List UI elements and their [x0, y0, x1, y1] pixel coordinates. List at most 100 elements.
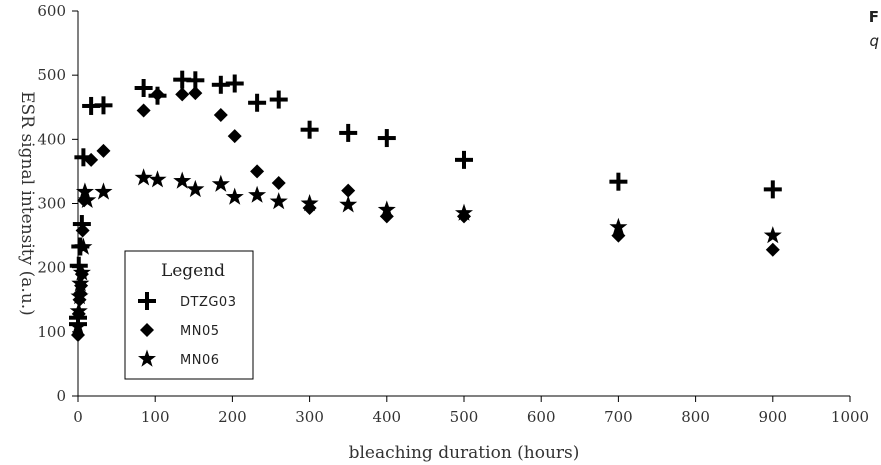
plus-bar-v — [616, 172, 621, 191]
x-tick-label: 700 — [604, 408, 633, 426]
data-point-mn06 — [75, 182, 94, 200]
data-point-dtzg03 — [186, 71, 205, 90]
y-tick-label: 500 — [37, 66, 66, 84]
data-point-dtzg03 — [74, 148, 93, 167]
plus-bar-v — [145, 292, 149, 310]
data-point-mn06 — [763, 226, 782, 244]
data-point-mn06 — [70, 287, 89, 305]
data-point-mn05 — [84, 152, 99, 167]
plus-bar-v — [307, 120, 312, 139]
data-point-mn05 — [227, 129, 242, 144]
data-point-mn06 — [269, 192, 288, 210]
data-point-mn05 — [96, 143, 111, 158]
x-tick-label: 200 — [218, 408, 247, 426]
plus-bar-v — [770, 180, 775, 199]
data-point-mn06 — [94, 182, 113, 200]
legend-label-mn05: MN05 — [180, 324, 219, 339]
plus-bar-v — [462, 150, 466, 169]
legend-items: DTZG03 MN05 MN06 — [138, 292, 236, 368]
data-point-mn06 — [69, 301, 88, 319]
data-point-mn06 — [339, 195, 358, 213]
x-tick-label: 1000 — [831, 408, 869, 426]
data-point-dtzg03 — [377, 129, 396, 148]
data-point-mn06 — [78, 190, 97, 208]
data-point-mn05 — [150, 87, 165, 102]
y-tick-label: 300 — [37, 195, 66, 213]
tick-labels: 0 100 200 300 400 500 600 0 100 200 300 400 500 600 70… — [37, 2, 869, 426]
plus-bar-v — [79, 215, 84, 234]
data-point-mn06 — [148, 170, 167, 188]
series-mn06 — [69, 168, 782, 335]
y-tick-label: 0 — [56, 387, 66, 405]
x-tick-label: 400 — [372, 408, 401, 426]
x-tick-label: 500 — [450, 408, 479, 426]
data-point-dtzg03 — [94, 96, 113, 115]
data-point-mn06 — [186, 179, 205, 198]
plus-bar-v — [218, 75, 223, 94]
y-tick-label: 400 — [37, 130, 66, 148]
data-point-dtzg03 — [455, 150, 473, 169]
x-tick-label: 600 — [527, 408, 556, 426]
data-point-dtzg03 — [211, 75, 230, 94]
x-tick-label: 100 — [141, 408, 170, 426]
legend: Legend DTZG03 MN05 MN06 — [124, 250, 254, 380]
data-point-dtzg03 — [82, 96, 101, 115]
data-point-mn06 — [173, 171, 192, 189]
data-point-mn05 — [765, 242, 780, 257]
data-point-mn06 — [134, 168, 153, 186]
data-point-mn05 — [175, 87, 190, 102]
data-point-mn06 — [72, 263, 91, 281]
data-point-mn06 — [248, 185, 267, 203]
data-point-mn06 — [225, 187, 244, 205]
plus-bar-v — [89, 96, 94, 115]
data-markers — [69, 70, 782, 343]
data-point-mn06 — [211, 174, 230, 192]
plus-bar-v — [276, 90, 281, 109]
data-point-mn06 — [74, 237, 93, 255]
legend-label-mn06: MN06 — [180, 353, 219, 368]
data-point-mn05 — [213, 107, 228, 122]
legend-label-dtzg03: DTZG03 — [180, 295, 236, 310]
data-point-dtzg03 — [72, 215, 91, 234]
data-point-mn05 — [136, 103, 151, 118]
plus-bar-v — [76, 256, 81, 275]
plus-bar-v — [232, 74, 237, 93]
data-point-mn05 — [271, 175, 286, 190]
data-point-mn06 — [609, 217, 628, 235]
data-point-dtzg03 — [134, 79, 153, 97]
y-axis-title: ESR signal intensity (a.u.) — [17, 91, 37, 316]
data-point-mn05 — [250, 164, 265, 179]
data-point-dtzg03 — [339, 123, 358, 142]
legend-title: Legend — [161, 261, 225, 281]
data-point-mn06 — [69, 317, 87, 335]
legend-marker-dtzg03 — [138, 292, 156, 310]
x-tick-label: 0 — [73, 408, 83, 426]
legend-marker-mn05 — [140, 323, 154, 337]
plus-bar-v — [180, 70, 185, 89]
data-point-mn06 — [71, 274, 90, 292]
data-point-dtzg03 — [609, 172, 628, 191]
plus-bar-v — [101, 96, 106, 115]
x-axis-title: bleaching duration (hours) — [349, 443, 580, 463]
data-point-mn06 — [455, 203, 473, 221]
data-point-dtzg03 — [225, 74, 244, 93]
data-point-mn06 — [300, 194, 319, 212]
plus-bar-v — [141, 79, 146, 97]
data-point-dtzg03 — [69, 256, 88, 275]
corner-label-f: F — [868, 8, 879, 26]
y-tick-label: 100 — [37, 323, 66, 341]
plus-bar-v — [81, 148, 86, 167]
data-point-dtzg03 — [269, 90, 288, 109]
data-point-dtzg03 — [173, 70, 192, 89]
data-point-dtzg03 — [763, 180, 782, 199]
data-point-mn05 — [75, 223, 90, 238]
data-point-mn05 — [188, 86, 203, 101]
data-point-mn05 — [341, 183, 356, 198]
data-point-dtzg03 — [248, 93, 267, 112]
legend-marker-mn06 — [138, 349, 156, 367]
data-point-mn06 — [377, 200, 396, 218]
plus-bar-v — [346, 123, 351, 142]
y-tick-label: 600 — [37, 2, 66, 20]
plus-bar-v — [384, 129, 389, 148]
